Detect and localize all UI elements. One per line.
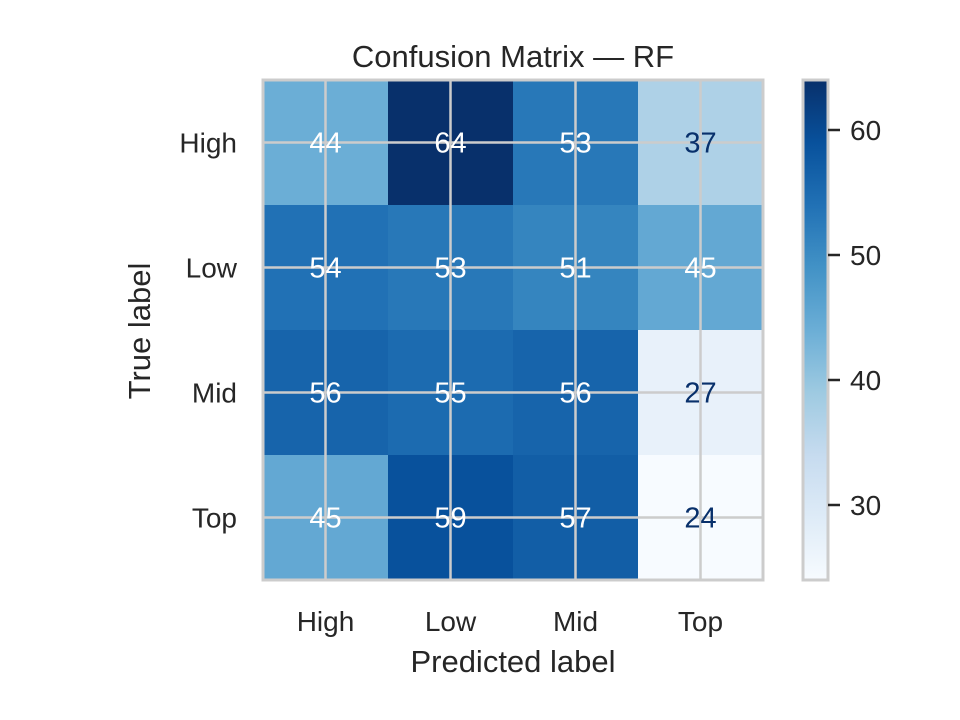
cell-value-r1-c0: 54 [309, 253, 341, 285]
cell-value-r0-c0: 44 [309, 128, 341, 160]
cell-value-labels: 44 64 53 37 54 53 51 45 56 55 56 27 45 59 57 24 [309, 128, 716, 535]
y-tick-label-mid: Mid [192, 378, 237, 409]
cell-value-r2-c0: 56 [309, 378, 341, 410]
cell-value-r2-c2: 56 [559, 378, 591, 410]
cell-value-r1-c3: 45 [684, 253, 716, 285]
cell-value-r1-c1: 53 [434, 253, 466, 285]
cell-value-r2-c1: 55 [434, 378, 466, 410]
colorbar-frame [801, 78, 830, 582]
cell-value-r0-c2: 53 [559, 128, 591, 160]
cell-value-r0-c1: 64 [434, 128, 466, 160]
cell-value-r3-c1: 59 [434, 503, 466, 535]
colorbar-gradient [803, 80, 828, 580]
x-tick-label-top: Top [678, 606, 723, 637]
x-axis-label: Predicted label [410, 644, 615, 679]
cell-value-r2-c3: 27 [684, 378, 716, 410]
cell-value-r3-c3: 24 [684, 503, 716, 535]
x-tick-label-low: Low [425, 606, 477, 637]
colorbar-tick-label-50: 50 [850, 240, 881, 271]
colorbar-tick-label-60: 60 [850, 115, 881, 146]
x-tick-label-high: High [297, 606, 355, 637]
cell-value-r0-c3: 37 [684, 128, 716, 160]
y-tick-label-low: Low [186, 253, 238, 284]
colorbar-tick-label-40: 40 [850, 365, 881, 396]
colorbar: 30 40 50 60 [801, 78, 881, 582]
matrix-frame [261, 78, 765, 582]
y-tick-label-top: Top [192, 503, 237, 534]
cell-value-r3-c0: 45 [309, 503, 341, 535]
y-axis-ticks: High Low Mid Top [179, 128, 237, 534]
cell-value-r1-c2: 51 [559, 253, 591, 285]
chart-title: Confusion Matrix — RF [352, 39, 674, 74]
y-axis-label: True label [122, 263, 157, 400]
colorbar-tick-label-30: 30 [850, 490, 881, 521]
x-axis-ticks: High Low Mid Top [297, 606, 723, 637]
grid-lines [263, 80, 763, 580]
y-tick-label-high: High [179, 128, 237, 159]
cell-value-r3-c2: 57 [559, 503, 591, 535]
x-tick-label-mid: Mid [553, 606, 598, 637]
